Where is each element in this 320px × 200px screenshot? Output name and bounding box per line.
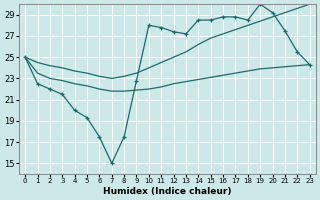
- X-axis label: Humidex (Indice chaleur): Humidex (Indice chaleur): [103, 187, 232, 196]
